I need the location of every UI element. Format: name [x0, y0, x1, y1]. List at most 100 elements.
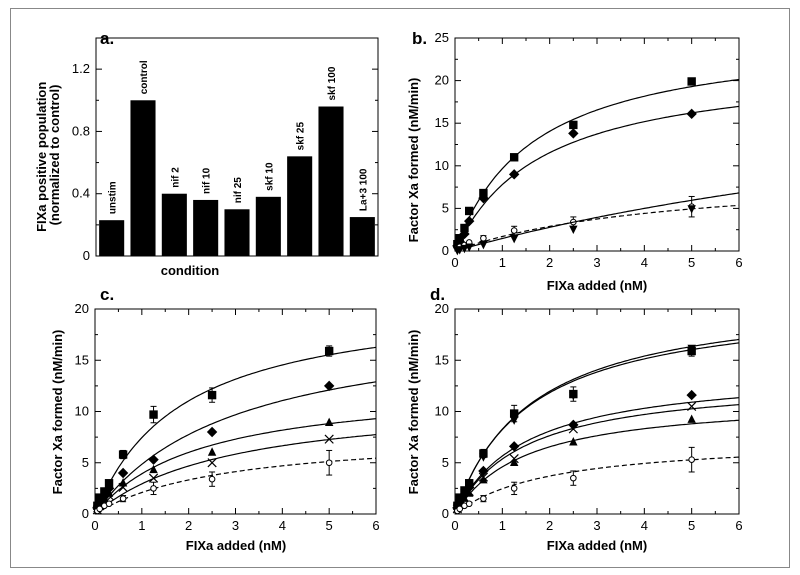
fit-curve-square — [454, 78, 740, 252]
panel-c-ylabel: Factor Xa formed (nM/min) — [50, 330, 65, 495]
panel-b-ytick-label: 20 — [435, 73, 449, 88]
bar-skf-100 — [318, 106, 344, 256]
fit-curve-triangle — [454, 419, 740, 515]
data-point-triangle-down — [455, 246, 464, 255]
bar-label: unstim — [108, 181, 119, 214]
data-point-open-circle — [96, 505, 103, 513]
data-point-inverted-triangle — [569, 391, 578, 401]
data-point-inverted-triangle — [687, 344, 696, 354]
data-point-square — [509, 153, 519, 162]
marker-stroke — [104, 490, 114, 501]
fit-curve-cross — [94, 434, 377, 515]
data-point-diamond — [323, 380, 335, 392]
data-point-cross — [324, 434, 334, 444]
fit-curve-diamond — [454, 397, 740, 515]
data-point-triangle-down — [569, 225, 578, 235]
data-point-diamond — [686, 389, 697, 401]
data-point-triangle-down — [687, 205, 696, 214]
data-point-triangle-down — [509, 235, 519, 244]
data-point-open-circle — [325, 459, 333, 467]
panel-a-ytick-label: 0 — [83, 248, 90, 263]
panel-b-xtick-label: 0 — [451, 255, 458, 270]
panel-d-xtick-label: 0 — [451, 518, 458, 533]
bar-label: nif 2 — [170, 167, 181, 188]
data-point-triangle — [460, 493, 469, 502]
data-point-inverted-triangle — [479, 453, 488, 462]
panel-d-xtick-label: 3 — [593, 518, 600, 533]
panel-a-xlabel: condition — [161, 263, 220, 278]
data-point-square — [509, 409, 519, 418]
data-point-square — [687, 77, 696, 86]
panel-b-ytick-label: 5 — [442, 200, 449, 215]
bar-label: skf 100 — [327, 66, 338, 100]
panel-c-ytick-label: 10 — [75, 404, 89, 419]
data-point-triangle-down — [479, 240, 488, 250]
data-point-open-circle — [119, 495, 127, 502]
panel-b-ytick-label: 10 — [435, 158, 449, 173]
panel-b-ylabel: Factor Xa formed (nM/min) — [406, 78, 421, 243]
panel-a-ytick-label: 1.2 — [72, 61, 90, 76]
marker-stroke — [687, 401, 697, 411]
data-point-cross — [207, 458, 217, 468]
panel-d-ytick-label: 20 — [435, 301, 449, 316]
data-point-open-circle — [510, 227, 518, 234]
bar-label: skf 25 — [296, 122, 307, 151]
panel-b-ytick-label: 0 — [442, 243, 449, 258]
data-point-diamond — [464, 215, 475, 227]
data-point-triangle — [687, 414, 696, 423]
panel-c-xtick-label: 2 — [185, 518, 192, 533]
fit-curve-triangle — [94, 418, 377, 515]
data-point-open-circle — [480, 234, 487, 242]
data-point-open-circle — [208, 475, 216, 483]
data-point-diamond — [148, 454, 159, 465]
panel-d-xtick-label: 2 — [546, 518, 553, 533]
data-point-triangle — [569, 437, 578, 446]
panel-b-ytick-label: 15 — [435, 115, 449, 130]
panel-a-ytick-label: 0.8 — [72, 123, 90, 138]
data-point-open-circle — [456, 505, 464, 513]
data-point-triangle — [104, 488, 114, 497]
data-point-diamond — [478, 192, 489, 204]
fit-curve-open-circle — [454, 204, 740, 252]
panel-a-ytick-label: 0.4 — [72, 186, 90, 201]
bar-label: control — [139, 60, 150, 94]
marker-stroke — [324, 434, 334, 444]
marker-stroke — [118, 482, 128, 492]
data-point-triangle-down — [460, 244, 469, 254]
panel-d-label: d. — [430, 285, 445, 304]
panel-a-bar-chart: a. condition FIXa positive population (n… — [34, 29, 379, 278]
bar-la-3-100 — [349, 217, 375, 256]
data-point-triangle — [149, 464, 158, 474]
panel-d-xtick-label: 1 — [499, 518, 506, 533]
data-point-diamond — [568, 128, 579, 139]
data-point-diamond — [508, 441, 520, 452]
bar-skf-10 — [255, 196, 281, 256]
data-point-triangle — [100, 493, 109, 502]
data-point-square — [465, 206, 474, 216]
bar-nif-10 — [193, 199, 219, 256]
fit-curve-diamond — [454, 105, 740, 252]
panel-c-ytick-label: 5 — [82, 455, 89, 470]
data-point-cross — [568, 424, 578, 434]
panel-d-ytick-label: 15 — [435, 352, 449, 367]
data-point-square — [460, 223, 469, 233]
panel-d-xtick-label: 6 — [735, 518, 742, 533]
data-point-triangle-down — [465, 243, 474, 252]
data-point-open-circle — [465, 500, 473, 508]
panel-c-xtick-label: 5 — [326, 518, 333, 533]
bar-control — [130, 100, 156, 257]
bar-label: nif 25 — [233, 177, 244, 204]
panel-b-xlabel: FIXa added (nM) — [547, 278, 647, 293]
marker-stroke — [148, 473, 159, 483]
data-point-cross — [104, 490, 114, 501]
data-point-square — [149, 410, 158, 419]
bar-skf-25 — [287, 156, 313, 256]
data-point-triangle — [118, 478, 128, 487]
panel-d-ytick-label: 10 — [435, 404, 449, 419]
data-point-cross — [687, 401, 697, 411]
data-point-triangle — [207, 447, 217, 456]
panel-c-xtick-label: 6 — [372, 518, 379, 533]
panel-c-xlabel: FIXa added (nM) — [186, 538, 286, 553]
data-point-triangle — [509, 457, 519, 466]
